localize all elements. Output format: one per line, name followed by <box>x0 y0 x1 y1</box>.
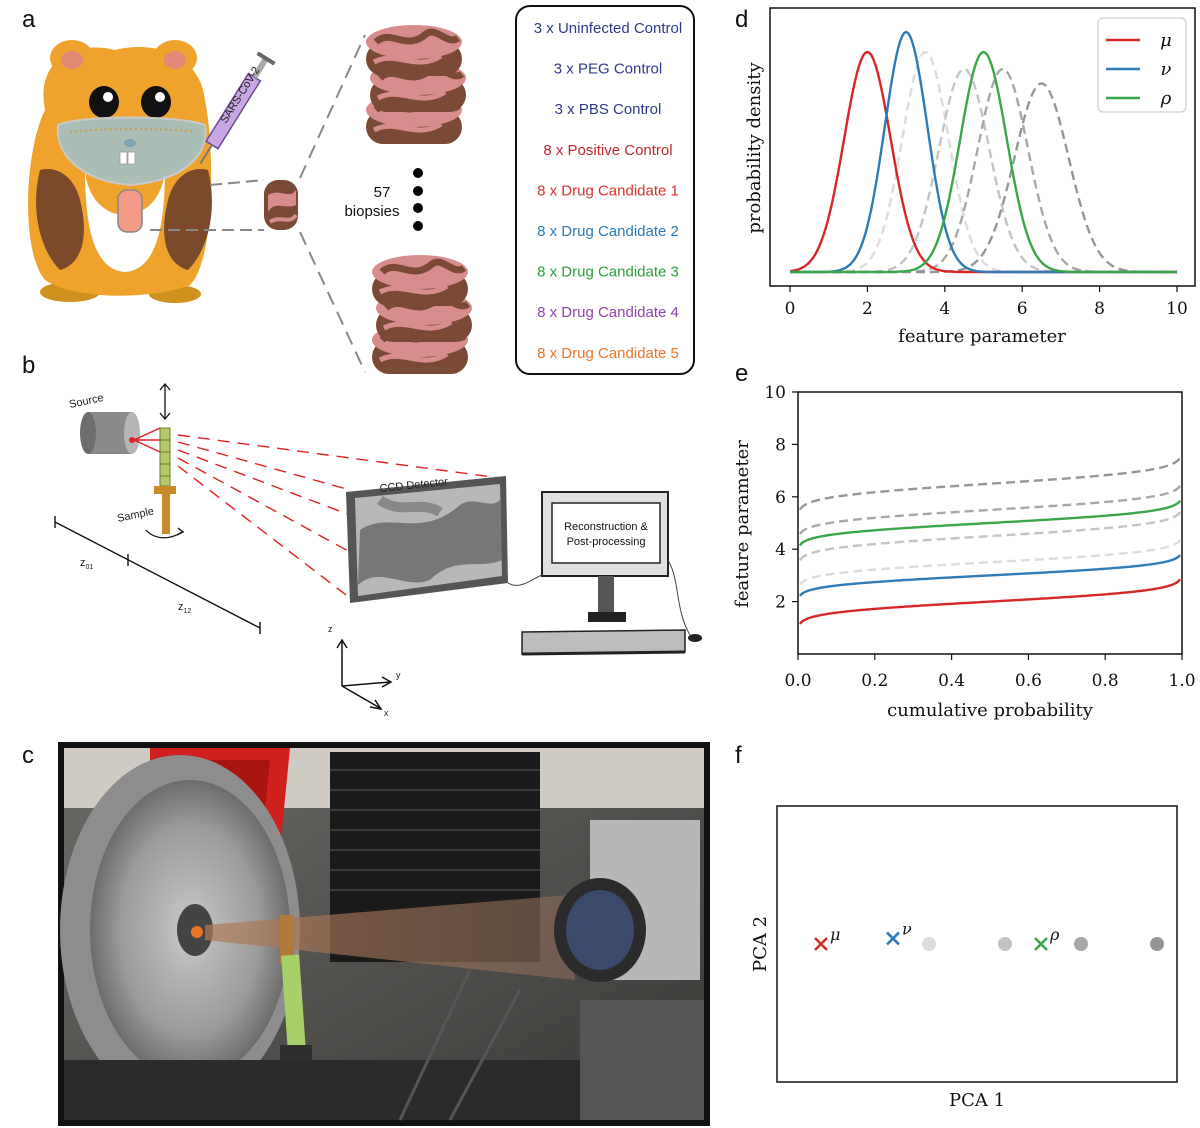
chart-d-xtick-label: 4 <box>939 299 950 319</box>
panel-label-a: a <box>22 6 36 33</box>
chart-e-xtick-label: 0.8 <box>1092 671 1119 691</box>
chart-e-series-1 <box>799 554 1181 597</box>
chart-f-point <box>1150 937 1164 951</box>
group-item: 3 x PEG Control <box>554 61 662 78</box>
chart-e-xtick-label: 0.2 <box>861 671 888 691</box>
ellipsis-dot <box>413 186 423 196</box>
source-label: Source <box>68 392 105 411</box>
group-item: 8 x Drug Candidate 2 <box>537 223 679 240</box>
chart-e-xtick-label: 0.4 <box>938 671 965 691</box>
ellipsis-dot <box>413 221 423 231</box>
z12-label: z12 <box>178 601 191 615</box>
chart-e-ylabel: feature parameter <box>732 440 753 608</box>
ellipsis-dot <box>413 203 423 213</box>
chart-f-point-label: ρ <box>1049 925 1060 944</box>
panel-label-b: b <box>22 352 36 379</box>
chart-d-xtick-label: 2 <box>862 299 873 319</box>
chart-f: μ ν ρ PCA 1 PCA 2 <box>750 805 1178 1111</box>
panel-label-e: e <box>735 360 749 387</box>
panel-label-c: c <box>22 742 34 769</box>
chart-e-frame <box>797 391 1183 655</box>
xray-beam <box>177 434 501 599</box>
chart-d-ylabel: probability density <box>744 62 765 234</box>
ccd-detector <box>346 476 508 603</box>
z01-label: z01 <box>80 557 93 571</box>
slice-stack-top <box>366 25 466 144</box>
chart-d-xlabel: feature parameter <box>898 326 1066 347</box>
group-item: 8 x Positive Control <box>543 142 672 159</box>
group-box <box>515 5 695 375</box>
group-item: 3 x Uninfected Control <box>534 20 682 37</box>
slice-stack-bottom <box>372 255 472 374</box>
chart-d-frame <box>769 7 1196 287</box>
biopsy-piece <box>264 180 298 230</box>
chart-e-xtick-label: 0.6 <box>1015 671 1042 691</box>
chart-f-ylabel: PCA 2 <box>750 916 771 972</box>
chart-d-xtick-label: 8 <box>1094 299 1105 319</box>
chart-e-xtick-label: 0.0 <box>784 671 811 691</box>
chart-e-ytick-label: 10 <box>764 383 786 403</box>
axis-x-label: x <box>384 708 389 718</box>
chart-e-ytick-label: 4 <box>775 540 786 560</box>
chart-f-marker-x <box>886 931 900 946</box>
hamster-illustration <box>28 40 212 303</box>
computer-label-line1: Reconstruction & <box>564 521 648 533</box>
group-item: 8 x Drug Candidate 1 <box>537 182 679 199</box>
biopsy-word: biopsies <box>344 203 399 220</box>
group-item: 8 x Drug Candidate 4 <box>537 304 679 321</box>
chart-f-point <box>1074 937 1088 951</box>
computer <box>507 491 702 656</box>
chart-f-point-label: μ <box>830 925 840 944</box>
chart-e-xtick-label: 1.0 <box>1168 671 1195 691</box>
chart-f-marker-x <box>814 937 828 951</box>
chart-d-xtick-label: 0 <box>785 299 796 319</box>
chart-e-ytick-label: 6 <box>775 488 786 508</box>
biopsy-count: 57 <box>374 184 391 201</box>
chart-e-series-6 <box>798 456 1182 511</box>
chart-e-series-2 <box>798 499 1182 547</box>
chart-f-marker-x <box>1034 937 1048 951</box>
chart-f-point-label: ν <box>902 919 912 938</box>
panel-a: SARS-CoV-2 57 biopsies 3 x Uninfected Co… <box>28 5 695 375</box>
chart-f-point <box>922 937 936 951</box>
panel-b: Source Sample <box>54 382 702 718</box>
axis-y-label: y <box>396 670 401 680</box>
chart-e-ytick-label: 2 <box>775 593 786 613</box>
source-rays <box>133 427 161 453</box>
group-item: 8 x Drug Candidate 5 <box>537 345 679 362</box>
chart-f-point <box>998 937 1012 951</box>
chart-d: 0 2 4 6 8 10 feature parameter probability de… <box>744 7 1196 347</box>
panel-c-photo <box>58 742 710 1126</box>
chart-d-legend-label: ρ <box>1160 88 1172 109</box>
chart-d-legend-label: ν <box>1161 59 1172 80</box>
chart-d-legend-label: μ <box>1160 30 1172 51</box>
sample-holder <box>145 382 185 539</box>
syringe-illustration <box>199 51 276 165</box>
xyz-axes <box>336 638 393 711</box>
computer-label-line2: Post-processing <box>567 536 646 548</box>
group-list: 3 x Uninfected Control 3 x PEG Control 3 x… <box>534 20 682 362</box>
panel-label-f: f <box>735 742 742 769</box>
syringe-label: SARS-CoV-2 <box>218 65 262 126</box>
chart-f-frame <box>776 805 1178 1083</box>
chart-e: 0.0 0.2 0.4 0.6 0.8 1.0 2 4 6 8 10 cumulative prob… <box>732 383 1196 721</box>
group-item: 3 x PBS Control <box>555 101 662 118</box>
chart-f-xlabel: PCA 1 <box>949 1090 1005 1111</box>
group-item: 8 x Drug Candidate 3 <box>537 264 679 281</box>
ellipsis-dot <box>413 168 423 178</box>
chart-d-legend <box>1097 17 1187 113</box>
axis-z-label: z <box>328 624 333 634</box>
panel-label-d: d <box>735 6 749 33</box>
chart-e-xlabel: cumulative probability <box>887 700 1094 721</box>
sample-label: Sample <box>116 505 155 524</box>
distance-axis <box>54 516 261 634</box>
xray-source <box>80 412 140 454</box>
chart-d-xtick-label: 6 <box>1017 299 1028 319</box>
chart-e-series-0 <box>798 578 1182 625</box>
chart-e-ytick-label: 8 <box>775 435 786 455</box>
chart-d-xtick-label: 10 <box>1166 299 1188 319</box>
chart-d-series-2 <box>790 50 1177 274</box>
